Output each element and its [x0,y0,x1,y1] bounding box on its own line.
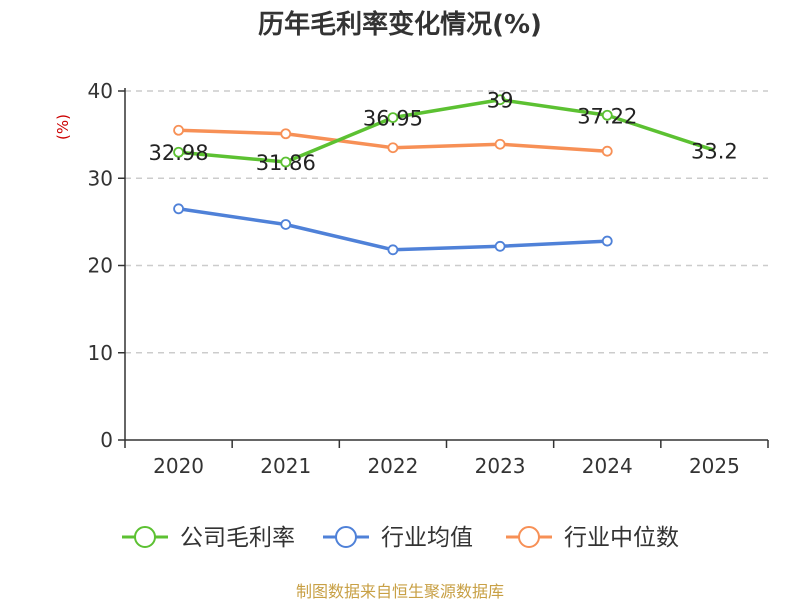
legend-marker-0 [134,526,156,548]
x-tick-label: 2020 [153,454,204,478]
legend-entry: 行业中位数 [564,525,679,551]
data-label: 33.2 [691,139,738,163]
series-1-point [280,219,292,230]
y-tick-label: 30 [88,166,113,190]
y-tick-label: 0 [100,428,113,452]
series-2-point [601,145,613,157]
legend-entry: 公司毛利率 [180,525,295,551]
series-0-point [387,112,399,124]
y-axis-unit-label: (%) [54,114,72,140]
chart-title: 历年毛利率变化情况(%) [258,10,542,40]
y-tick-label: 10 [88,341,113,365]
y-tick-label: 20 [88,254,113,278]
series-1-point [173,203,184,215]
series-2-point [387,142,399,154]
x-tick-label: 2023 [475,454,526,478]
series-line-1 [178,207,608,252]
series-line-0 [178,97,715,164]
y-tick-label: 40 [88,79,113,103]
legend-marker-1 [335,526,357,548]
x-tick-label: 2025 [689,454,740,478]
legend-entry: 行业均值 [381,525,473,551]
x-tick-label: 2021 [260,454,311,478]
series-2-point [173,124,184,136]
series-2-point [494,138,506,150]
series-1-point [387,244,399,256]
data-label: 36.95 [363,107,423,131]
series-1-point [601,235,613,247]
data-label: 32.98 [149,141,209,165]
legend-marker-2 [518,526,540,548]
data-source-note: 制图数据来自恒生聚源数据库 [295,582,504,601]
data-label: 31.86 [256,151,316,175]
series-0-point [173,146,184,158]
series-2-point [280,128,292,140]
x-tick-label: 2022 [367,454,418,478]
x-tick-label: 2024 [582,454,633,478]
data-label: 37.22 [577,104,637,128]
data-label: 39 [487,89,514,113]
series-0-point [601,109,613,121]
series-1-point [494,240,506,252]
series-0-point [494,94,506,106]
series-0-point [280,156,292,168]
